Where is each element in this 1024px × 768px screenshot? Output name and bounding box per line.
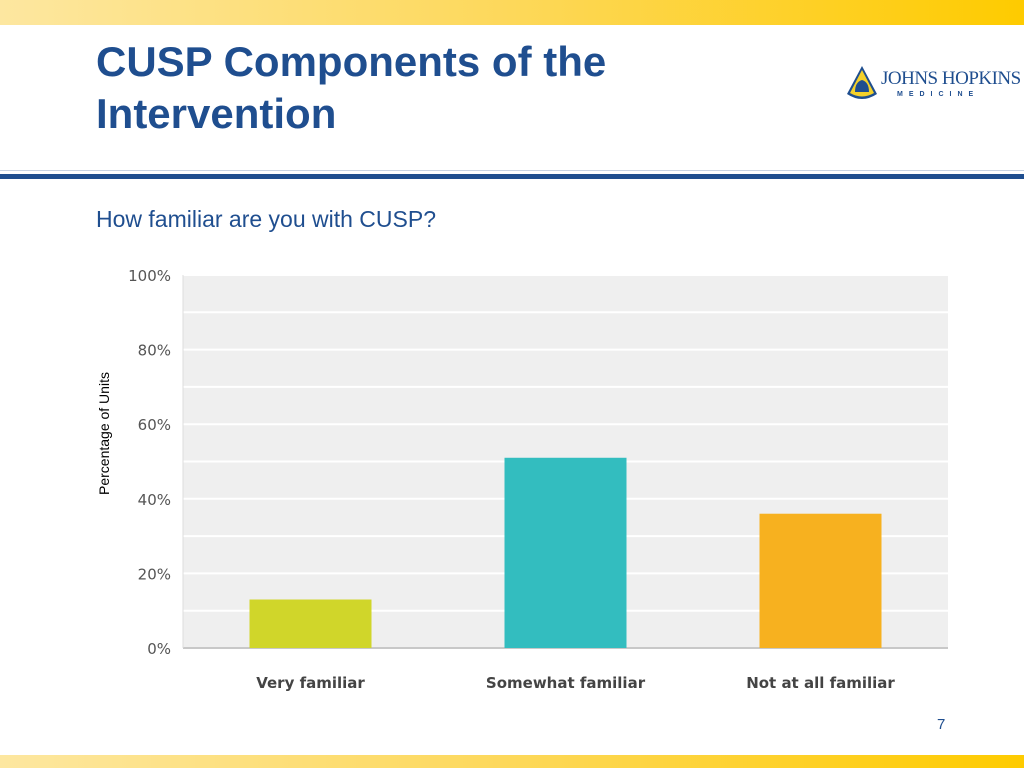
johns-hopkins-logo: JOHNS HOPKINS MEDICINE (845, 64, 1021, 104)
bottom-accent-bar (0, 755, 1024, 768)
header-divider-thin (0, 170, 1024, 171)
slide-title: CUSP Components of the Intervention (96, 38, 607, 137)
x-tick-label: Not at all familiar (746, 674, 895, 692)
y-axis-label: Percentage of Units (96, 372, 112, 495)
bar-somewhat-familiar (504, 457, 627, 648)
logo-subtext: MEDICINE (897, 91, 980, 98)
y-tick-label: 40% (138, 491, 171, 509)
logo-text: JOHNS HOPKINS (881, 68, 1021, 89)
y-tick-label: 100% (128, 267, 171, 285)
y-tick-label: 80% (138, 342, 171, 360)
header-divider (0, 174, 1024, 179)
page-number: 7 (937, 716, 946, 733)
bar-not-at-all-familiar (759, 513, 882, 648)
chart-question: How familiar are you with CUSP? (96, 206, 437, 232)
y-tick-label: 60% (138, 416, 171, 434)
shield-icon (847, 66, 877, 99)
bar-very-familiar (249, 599, 372, 648)
x-tick-label: Somewhat familiar (486, 674, 646, 692)
x-tick-label: Very familiar (256, 674, 365, 692)
y-tick-label: 20% (138, 565, 171, 583)
top-accent-bar (0, 0, 1024, 25)
y-tick-label: 0% (147, 640, 171, 658)
